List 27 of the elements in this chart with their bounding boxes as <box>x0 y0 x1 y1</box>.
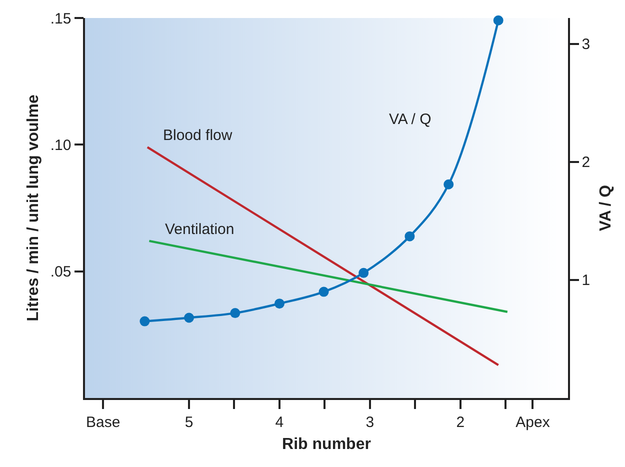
point <box>318 286 329 297</box>
point <box>493 15 504 26</box>
y2-tick-label: 3 <box>582 36 590 54</box>
x-tick-label: 3 <box>366 414 374 431</box>
series-label: Blood flow <box>163 127 232 144</box>
y-tick-label: .15 <box>50 10 72 28</box>
point <box>358 268 369 278</box>
point <box>184 312 194 323</box>
x-axis-title: Rib number <box>282 436 371 453</box>
text: VA / Q <box>389 111 432 128</box>
y-axis-title: Litres / min / unit lung voulme <box>24 94 42 322</box>
y-tick-label: .10 <box>50 136 72 154</box>
x-tick-label: Base <box>86 414 120 431</box>
x-tick-label: 4 <box>275 414 284 431</box>
point <box>404 231 415 242</box>
point <box>230 308 240 318</box>
y-tick-label: .05 <box>50 264 72 281</box>
y2-tick-label: 2 <box>582 154 590 172</box>
x-tick-label: 5 <box>184 414 194 431</box>
y2-tick-label: 1 <box>582 272 590 290</box>
point <box>444 179 454 190</box>
point <box>274 298 284 309</box>
series-label: Ventilation <box>165 221 234 238</box>
point <box>140 316 150 326</box>
y2-axis-title: VA / Q <box>597 184 614 232</box>
x-tick-label: Apex <box>516 414 550 431</box>
x-tick-label: 2 <box>456 414 465 431</box>
